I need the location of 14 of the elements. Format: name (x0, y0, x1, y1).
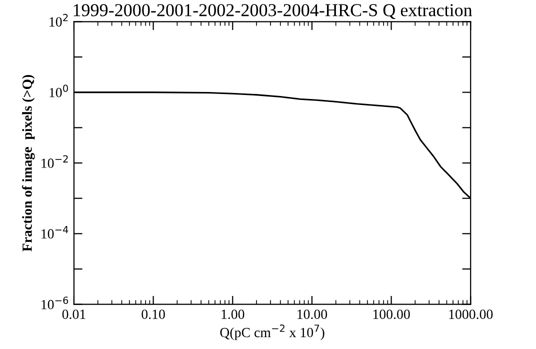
y-tick-label: 10$^{−4}$ (42, 226, 68, 239)
x-axis-title: Q(pC cm$^{−2}$ x 10$^{7}$) (220, 324, 324, 340)
x-tick-label: 1000.00 (449, 310, 493, 320)
y-tick-label: 10$^{−2}$ (42, 155, 68, 168)
x-tick-label: 1.00 (222, 310, 244, 320)
x-tick-label: 100.00 (373, 310, 410, 320)
chart-title: 1999-2000-2001-2002-2003-2004-HRC-S Q extraction (74, 4, 472, 20)
y-axis-title: Fraction of image pixels (>Q) (22, 74, 35, 252)
x-tick-label: 10.00 (298, 310, 328, 320)
x-tick-label: 0.01 (62, 310, 86, 320)
y-tick-label: 10$^{2}$ (50, 14, 68, 27)
y-tick-label: 10$^{0}$ (50, 84, 68, 98)
y-tick-label: 10$^{−6}$ (42, 296, 68, 310)
x-tick-label: 0.10 (142, 310, 165, 320)
